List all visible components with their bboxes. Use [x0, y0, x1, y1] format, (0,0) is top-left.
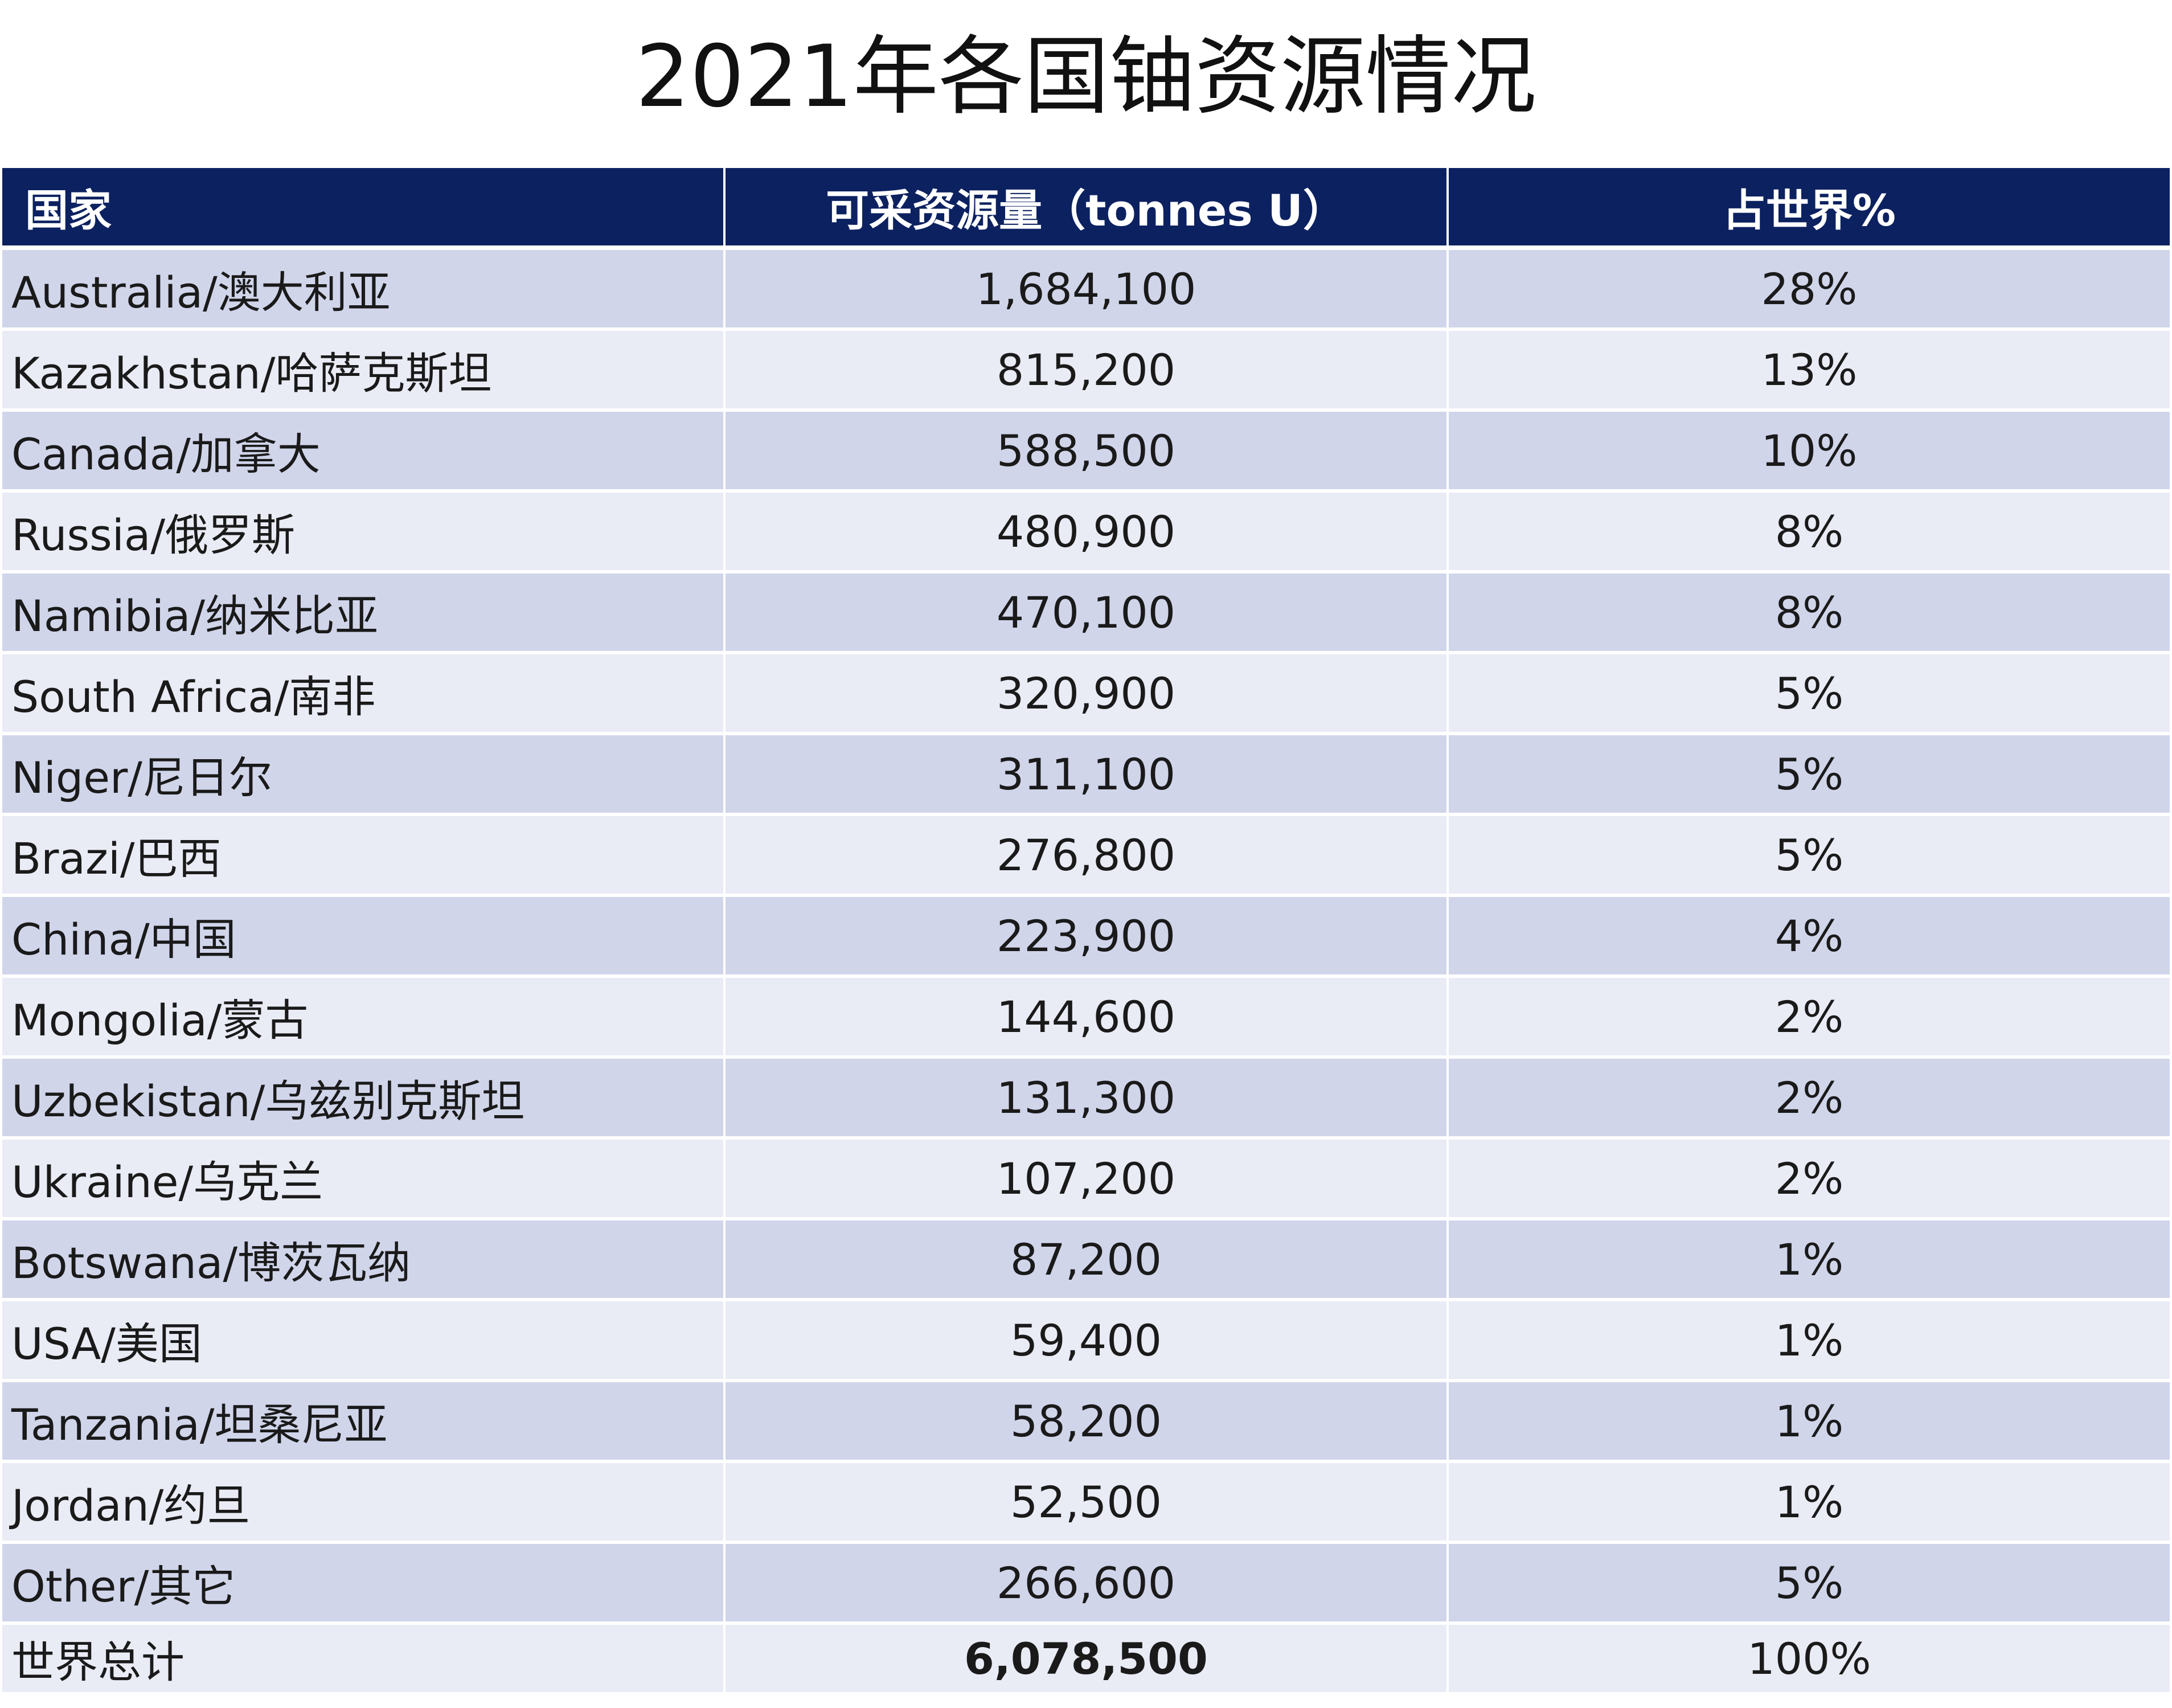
country-cell: Other/其它 [2, 1544, 726, 1625]
country-cell: Jordan/约旦 [2, 1463, 726, 1544]
share-cell: 1% [1449, 1382, 2170, 1463]
share-cell: 1% [1449, 1463, 2170, 1544]
country-cell: South Africa/南非 [2, 654, 726, 735]
resources-cell: 276,800 [726, 816, 1449, 897]
country-cell: Namibia/纳米比亚 [2, 574, 726, 654]
share-cell: 1% [1449, 1220, 2170, 1301]
resources-cell: 470,100 [726, 574, 1449, 654]
table-header-row: 国家 可采资源量（tonnes U） 占世界% [2, 168, 2170, 250]
resources-cell: 144,600 [726, 978, 1449, 1059]
country-cell: Mongolia/蒙古 [2, 978, 726, 1059]
country-cell: Ukraine/乌克兰 [2, 1140, 726, 1220]
share-cell: 10% [1449, 412, 2170, 493]
total-share-cell: 100% [1449, 1625, 2170, 1695]
uranium-resources-table: 国家 可采资源量（tonnes U） 占世界% Australia/澳大利亚 1… [2, 168, 2170, 1695]
resources-cell: 58,200 [726, 1382, 1449, 1463]
table-row: Ukraine/乌克兰 107,200 2% [2, 1140, 2170, 1220]
resources-cell: 131,300 [726, 1059, 1449, 1140]
table-row: Botswana/博茨瓦纳 87,200 1% [2, 1220, 2170, 1301]
country-cell: Kazakhstan/哈萨克斯坦 [2, 331, 726, 412]
table-row: Niger/尼日尔 311,100 5% [2, 735, 2170, 816]
table-row: Russia/俄罗斯 480,900 8% [2, 493, 2170, 574]
table-row: Kazakhstan/哈萨克斯坦 815,200 13% [2, 331, 2170, 412]
resources-cell: 107,200 [726, 1140, 1449, 1220]
country-cell: Russia/俄罗斯 [2, 493, 726, 574]
resources-cell: 52,500 [726, 1463, 1449, 1544]
resources-cell: 223,900 [726, 897, 1449, 978]
resources-cell: 588,500 [726, 412, 1449, 493]
country-cell: Tanzania/坦桑尼亚 [2, 1382, 726, 1463]
table-row: Brazi/巴西 276,800 5% [2, 816, 2170, 897]
table-row: Tanzania/坦桑尼亚 58,200 1% [2, 1382, 2170, 1463]
country-cell: Canada/加拿大 [2, 412, 726, 493]
share-cell: 28% [1449, 250, 2170, 331]
resources-cell: 320,900 [726, 654, 1449, 735]
country-cell: USA/美国 [2, 1301, 726, 1382]
table-row: Jordan/约旦 52,500 1% [2, 1463, 2170, 1544]
country-cell: Australia/澳大利亚 [2, 250, 726, 331]
resources-cell: 1,684,100 [726, 250, 1449, 331]
resources-cell: 815,200 [726, 331, 1449, 412]
resources-cell: 266,600 [726, 1544, 1449, 1625]
table-row: Mongolia/蒙古 144,600 2% [2, 978, 2170, 1059]
country-cell: Niger/尼日尔 [2, 735, 726, 816]
share-cell: 8% [1449, 493, 2170, 574]
total-row: 世界总计 6,078,500 100% [2, 1625, 2170, 1695]
share-cell: 13% [1449, 331, 2170, 412]
table-row: USA/美国 59,400 1% [2, 1301, 2170, 1382]
share-cell: 2% [1449, 978, 2170, 1059]
table-row: South Africa/南非 320,900 5% [2, 654, 2170, 735]
share-cell: 5% [1449, 816, 2170, 897]
country-cell: Brazi/巴西 [2, 816, 726, 897]
share-cell: 5% [1449, 735, 2170, 816]
total-resources-cell: 6,078,500 [726, 1625, 1449, 1695]
header-country: 国家 [2, 168, 726, 250]
table-row: Other/其它 266,600 5% [2, 1544, 2170, 1625]
table-row: Namibia/纳米比亚 470,100 8% [2, 574, 2170, 654]
share-cell: 2% [1449, 1140, 2170, 1220]
table-row: China/中国 223,900 4% [2, 897, 2170, 978]
country-cell: China/中国 [2, 897, 726, 978]
header-share: 占世界% [1449, 168, 2170, 250]
share-cell: 1% [1449, 1301, 2170, 1382]
page-title: 2021年各国铀资源情况 [636, 27, 1536, 126]
table-row: Uzbekistan/乌兹别克斯坦 131,300 2% [2, 1059, 2170, 1140]
share-cell: 5% [1449, 1544, 2170, 1625]
resources-cell: 480,900 [726, 493, 1449, 574]
total-label-cell: 世界总计 [2, 1625, 726, 1695]
share-cell: 2% [1449, 1059, 2170, 1140]
resources-cell: 59,400 [726, 1301, 1449, 1382]
resources-cell: 311,100 [726, 735, 1449, 816]
table-row: Canada/加拿大 588,500 10% [2, 412, 2170, 493]
share-cell: 8% [1449, 574, 2170, 654]
share-cell: 4% [1449, 897, 2170, 978]
share-cell: 5% [1449, 654, 2170, 735]
table-row: Australia/澳大利亚 1,684,100 28% [2, 250, 2170, 331]
country-cell: Botswana/博茨瓦纳 [2, 1220, 726, 1301]
country-cell: Uzbekistan/乌兹别克斯坦 [2, 1059, 726, 1140]
resources-cell: 87,200 [726, 1220, 1449, 1301]
header-resources: 可采资源量（tonnes U） [726, 168, 1449, 250]
